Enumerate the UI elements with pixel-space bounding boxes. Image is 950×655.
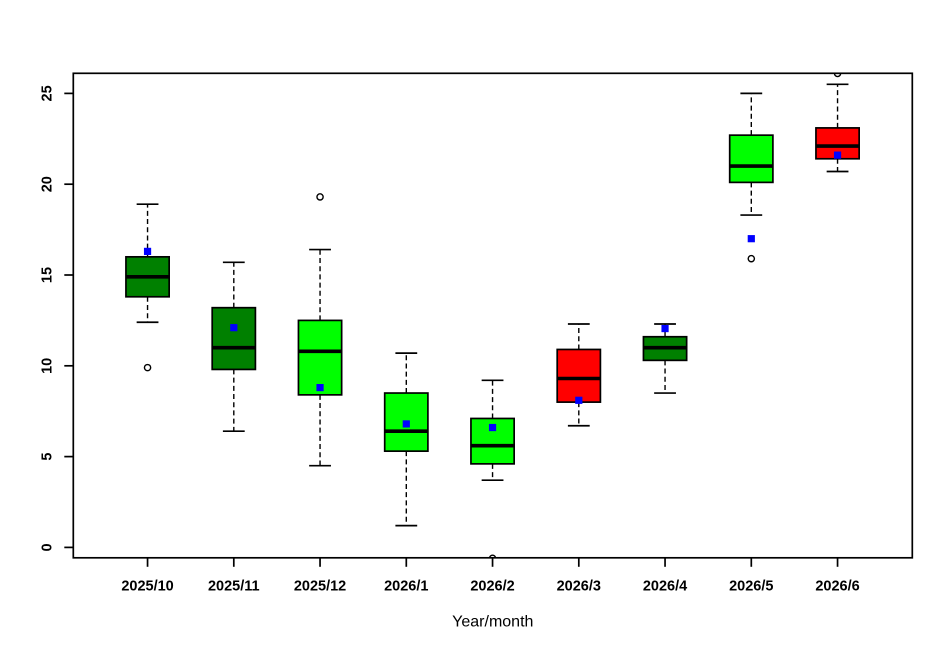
box-group-2026-1 [383,352,429,527]
x-axis-category-label: 2025/10 [121,579,173,595]
box-group-2026-2 [470,379,516,558]
x-axis-category-label: 2026/3 [557,579,601,595]
x-axis-title: Year/month [452,614,533,631]
y-axis-tick-label: 25 [40,85,56,101]
box-group-2026-4 [642,323,688,394]
x-axis-category-label: 2025/12 [294,579,346,595]
y-axis-tick-label: 20 [40,176,56,192]
observed-point [316,383,324,392]
observed-point [661,324,669,333]
box-group-2026-3 [556,323,602,427]
observed-point [402,420,410,428]
iqr-box [297,319,343,396]
outlier-point [488,554,497,558]
x-axis-category-label: 2025/11 [208,579,260,595]
box-group-2026-6 [815,73,861,173]
y-axis-tick-label: 0 [40,543,56,551]
outlier-point [316,193,324,201]
box-group-2025-10 [125,203,170,372]
x-axis-category-label: 2026/2 [470,579,514,595]
observed-point [747,235,755,243]
y-axis-tick-label: 15 [40,267,56,283]
iqr-box [556,348,602,403]
x-axis-category-label: 2026/1 [384,579,428,595]
box-group-2025-11 [211,261,257,433]
observed-point [575,396,583,404]
observed-point [833,151,842,159]
y-axis-tick-label: 5 [40,453,56,461]
observed-point [488,423,497,432]
x-axis-category-label: 2026/6 [815,579,859,595]
iqr-box [211,306,257,371]
outlier-point [747,254,756,263]
plot-frame [72,72,914,559]
observed-point [230,324,238,332]
observed-point [143,247,152,255]
axes-layer: 0 5 10 15 20 25 2025/10 2025/11 2025/12 2026/1 202… [40,72,914,595]
outlier-point [143,363,152,372]
box-group-2026-5 [728,92,774,263]
iqr-box [728,134,774,184]
plot-data-layer [125,73,861,558]
x-axis-category-label: 2026/5 [729,579,773,595]
x-axis-category-label: 2026/4 [643,579,687,595]
box-group-2025-12 [297,193,343,467]
y-axis-tick-label: 10 [40,358,56,374]
